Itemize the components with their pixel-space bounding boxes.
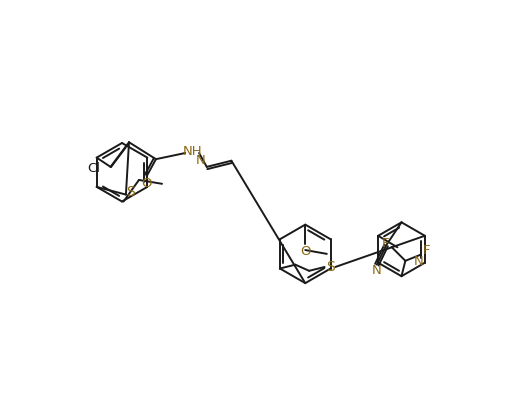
Text: NH: NH (183, 145, 203, 158)
Text: S: S (326, 260, 335, 274)
Text: Cl: Cl (87, 162, 100, 175)
Text: N: N (196, 154, 206, 167)
Text: N: N (414, 255, 423, 268)
Text: S: S (126, 185, 135, 199)
Text: O: O (141, 177, 152, 190)
Text: N: N (372, 264, 382, 277)
Text: F: F (382, 236, 389, 249)
Text: O: O (300, 245, 311, 258)
Text: F: F (423, 244, 431, 257)
